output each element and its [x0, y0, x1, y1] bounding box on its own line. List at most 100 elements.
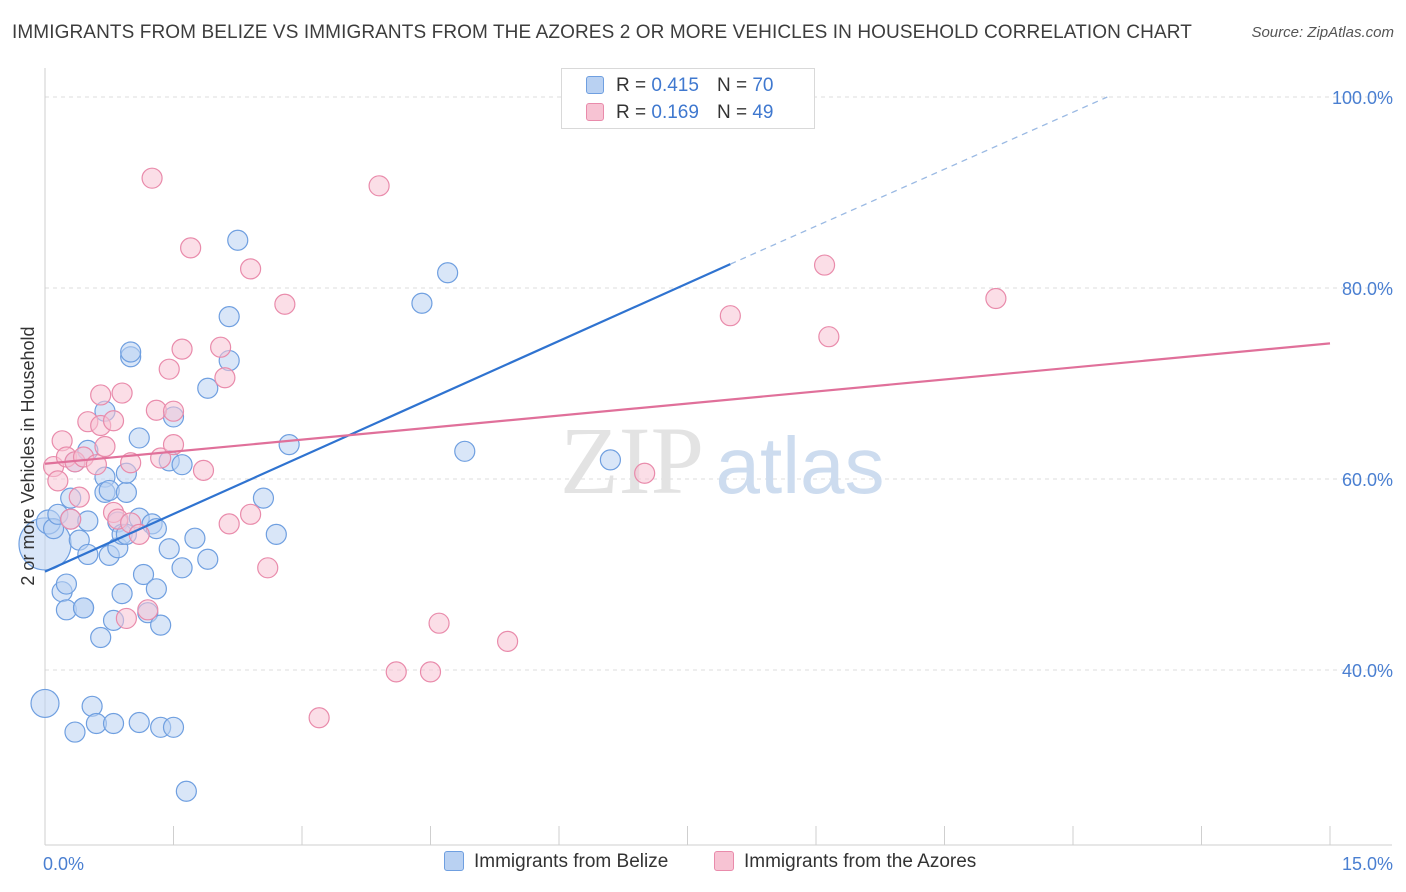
- point-azores-39: [368, 175, 390, 197]
- azores-legend-swatch: [714, 851, 734, 871]
- point-azores-41: [419, 661, 442, 683]
- trend-line-belize: [44, 263, 731, 573]
- point-belize-50: [162, 716, 185, 738]
- point-belize-27: [102, 712, 125, 735]
- point-belize-53: [175, 780, 197, 802]
- watermark: ZIP atlas: [560, 407, 884, 514]
- point-belize-56: [197, 377, 219, 399]
- r-label: R =: [616, 102, 647, 123]
- chart-source: Source: ZipAtlas.com: [1251, 24, 1394, 41]
- trend-line-belize-extension: [730, 96, 1108, 265]
- point-azores-16: [111, 382, 133, 404]
- point-azores-30: [192, 459, 215, 482]
- watermark-atlas: atlas: [716, 421, 885, 510]
- point-azores-45: [719, 305, 741, 327]
- point-azores-44: [634, 462, 656, 484]
- x-tick-label-min: 0.0%: [43, 854, 84, 874]
- point-belize-44: [145, 578, 167, 600]
- x-tick-label-max: 15.0%: [1342, 854, 1393, 874]
- grid-lines: [45, 96, 1392, 671]
- belize-legend-swatch: [444, 851, 464, 871]
- point-azores-22: [141, 167, 163, 189]
- point-azores-1: [47, 470, 69, 492]
- n-label: N =: [716, 102, 748, 123]
- trend-line-azores: [44, 342, 1331, 465]
- r-value-belize: 0.415: [651, 75, 699, 96]
- point-azores-29: [180, 237, 202, 259]
- series-azores: [42, 167, 1007, 729]
- point-azores-31: [210, 336, 232, 358]
- point-azores-13: [102, 410, 125, 432]
- belize-swatch: [586, 76, 604, 94]
- point-azores-36: [257, 557, 279, 579]
- point-azores-28: [171, 338, 193, 360]
- point-belize-51: [171, 557, 193, 579]
- point-belize-58: [218, 306, 240, 328]
- azores-swatch: [586, 103, 604, 121]
- y-tick-label-100: 100.0%: [1332, 88, 1393, 108]
- point-belize-20: [90, 626, 112, 649]
- point-belize-1: [30, 688, 60, 719]
- point-azores-37: [274, 293, 296, 315]
- point-belize-40: [132, 563, 155, 586]
- watermark-zip: ZIP: [560, 407, 704, 514]
- point-azores-43: [497, 630, 519, 652]
- point-belize-45: [150, 614, 172, 636]
- y-tick-label-80: 80.0%: [1342, 279, 1393, 299]
- point-belize-60: [252, 487, 275, 509]
- r-label: R =: [616, 75, 647, 96]
- point-azores-17: [115, 607, 137, 630]
- point-azores-38: [308, 707, 330, 729]
- point-azores-42: [428, 612, 450, 634]
- point-belize-52: [171, 454, 193, 476]
- point-azores-27: [162, 400, 185, 422]
- trend-lines: [44, 96, 1331, 573]
- point-belize-54: [184, 527, 206, 549]
- point-azores-26: [162, 434, 185, 456]
- series-legend: Immigrants from Belize Immigrants from t…: [0, 851, 1406, 879]
- chart-title: IMMIGRANTS FROM BELIZE VS IMMIGRANTS FRO…: [12, 22, 1192, 43]
- stats-legend: R = 0.415 N = 70 R = 0.169 N = 49: [561, 68, 815, 129]
- point-belize-64: [437, 262, 459, 284]
- point-azores-19: [120, 452, 142, 474]
- point-belize-59: [227, 229, 249, 251]
- point-belize-62: [278, 434, 300, 456]
- point-azores-32: [214, 367, 236, 389]
- legend-label-azores: Immigrants from the Azores: [744, 851, 977, 872]
- point-azores-4: [60, 508, 82, 530]
- legend-item-azores: Immigrants from the Azores: [714, 851, 976, 873]
- y-tick-label-40: 40.0%: [1342, 661, 1393, 681]
- point-belize-14: [72, 597, 95, 619]
- n-label: N =: [716, 75, 748, 96]
- point-azores-47: [818, 326, 840, 348]
- legend-item-belize: Immigrants from Belize: [444, 851, 668, 873]
- point-azores-11: [90, 384, 112, 406]
- point-belize-63: [411, 292, 433, 314]
- point-belize-66: [599, 449, 622, 471]
- point-azores-46: [813, 254, 836, 276]
- point-azores-34: [240, 258, 262, 280]
- y-tick-label-60: 60.0%: [1342, 470, 1393, 490]
- point-azores-25: [158, 358, 180, 380]
- r-value-azores: 0.169: [651, 102, 699, 123]
- point-belize-47: [158, 538, 180, 560]
- point-belize-61: [265, 523, 287, 545]
- point-belize-36: [120, 341, 142, 363]
- stats-row-belize: R = 0.415 N = 70: [586, 75, 773, 101]
- point-azores-21: [137, 599, 159, 621]
- point-belize-31: [111, 582, 133, 605]
- point-belize-6: [55, 573, 78, 595]
- tick-labels: 40.0% 60.0% 80.0% 100.0% 0.0% 15.0%: [43, 88, 1393, 874]
- point-azores-6: [68, 486, 90, 508]
- point-azores-48: [985, 287, 1007, 310]
- point-belize-11: [64, 721, 86, 743]
- point-azores-12: [94, 435, 116, 458]
- n-value-azores: 49: [752, 102, 774, 123]
- point-belize-55: [197, 548, 219, 570]
- point-belize-38: [128, 427, 150, 449]
- y-axis-label: 2 or more Vehicles in Household: [18, 326, 38, 585]
- point-azores-33: [218, 513, 240, 535]
- point-belize-39: [128, 711, 150, 734]
- legend-label-belize: Immigrants from Belize: [474, 851, 669, 872]
